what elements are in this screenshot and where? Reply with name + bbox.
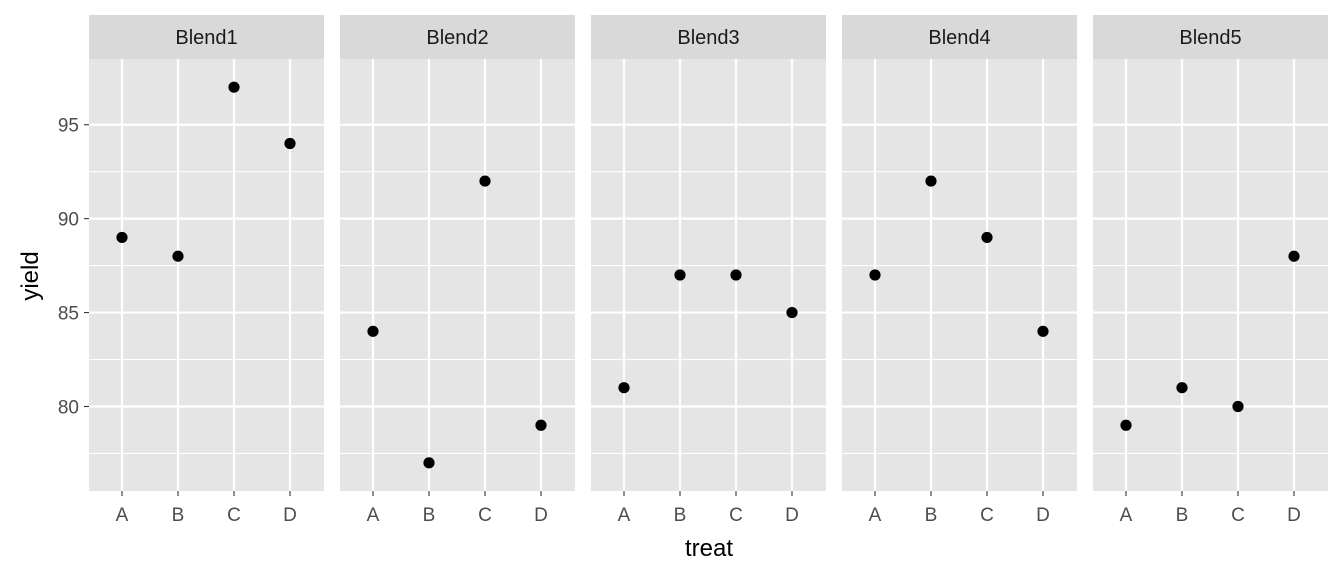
x-tick-label: B bbox=[1176, 505, 1189, 526]
data-point bbox=[1120, 419, 1132, 431]
x-tick-label: B bbox=[172, 505, 185, 526]
data-point bbox=[674, 269, 686, 281]
x-tick-label: C bbox=[729, 505, 743, 526]
x-tick-label: A bbox=[1120, 505, 1133, 526]
y-tick-label: 80 bbox=[58, 397, 79, 418]
data-point bbox=[1288, 250, 1300, 262]
data-point bbox=[1037, 325, 1049, 337]
facet-panel-1: Blend1 A B C D bbox=[89, 15, 324, 526]
facet-strip bbox=[591, 15, 826, 59]
facet-strip bbox=[1093, 15, 1328, 59]
y-axis-title: yield bbox=[17, 251, 44, 300]
data-point bbox=[1232, 400, 1244, 413]
data-point bbox=[479, 175, 491, 187]
x-tick-label: A bbox=[618, 505, 631, 526]
facet-panel-3: Blend3 A B C D bbox=[591, 15, 826, 526]
x-tick-label: B bbox=[423, 505, 436, 526]
data-point bbox=[786, 306, 798, 319]
data-point bbox=[618, 382, 630, 394]
data-point bbox=[1176, 382, 1188, 394]
x-tick-label: B bbox=[674, 505, 687, 526]
facet-strip-label: Blend4 bbox=[928, 27, 990, 49]
y-tick-label: 90 bbox=[58, 210, 79, 231]
facet-strip bbox=[340, 15, 575, 59]
data-point bbox=[981, 231, 993, 244]
x-tick-label: C bbox=[1231, 505, 1245, 526]
x-tick-label: C bbox=[227, 505, 241, 526]
facet-strip bbox=[89, 15, 324, 59]
y-tick-label: 95 bbox=[58, 116, 79, 137]
facet-strip-label: Blend2 bbox=[426, 27, 488, 49]
facet-panels: Blend1 A B C D Blend2 A B C D Blend3 A B C D Blend4 A B C D… bbox=[89, 15, 1328, 526]
panel-background bbox=[89, 59, 324, 491]
data-point bbox=[284, 137, 296, 150]
x-tick-label: A bbox=[116, 505, 129, 526]
x-tick-label: D bbox=[534, 505, 548, 526]
panel-background bbox=[591, 59, 826, 491]
facet-panel-5: Blend5 A B C D bbox=[1093, 15, 1328, 526]
y-axis: 80 85 90 95 bbox=[58, 116, 89, 418]
x-tick-label: A bbox=[367, 505, 380, 526]
data-point bbox=[423, 457, 435, 469]
facet-strip-label: Blend3 bbox=[677, 27, 739, 49]
x-tick-label: D bbox=[1287, 505, 1301, 526]
panel-background bbox=[842, 59, 1077, 491]
data-point bbox=[116, 231, 128, 244]
data-point bbox=[869, 269, 881, 281]
panel-background bbox=[1093, 59, 1328, 491]
y-tick-label: 85 bbox=[58, 304, 79, 325]
data-point bbox=[367, 325, 379, 337]
x-tick-label: D bbox=[785, 505, 799, 526]
data-point bbox=[730, 269, 742, 281]
data-point bbox=[535, 419, 547, 431]
panel-background bbox=[340, 59, 575, 491]
x-tick-label: C bbox=[478, 505, 492, 526]
facet-panel-2: Blend2 A B C D bbox=[340, 15, 575, 526]
facet-strip-label: Blend5 bbox=[1179, 27, 1241, 49]
data-point bbox=[172, 250, 184, 262]
x-tick-label: C bbox=[980, 505, 994, 526]
x-tick-label: D bbox=[283, 505, 297, 526]
x-tick-label: B bbox=[925, 505, 938, 526]
x-tick-label: D bbox=[1036, 505, 1050, 526]
facet-strip bbox=[842, 15, 1077, 59]
data-point bbox=[925, 175, 937, 187]
facet-strip-label: Blend1 bbox=[175, 27, 237, 49]
x-tick-label: A bbox=[869, 505, 882, 526]
x-axis-title: treat bbox=[685, 535, 733, 562]
data-point bbox=[228, 81, 240, 93]
facet-panel-4: Blend4 A B C D bbox=[842, 15, 1077, 526]
